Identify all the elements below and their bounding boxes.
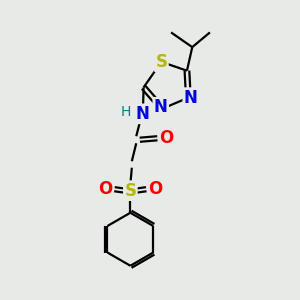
Text: O: O — [159, 129, 173, 147]
Text: H: H — [120, 105, 130, 119]
Text: N: N — [184, 89, 198, 107]
Text: O: O — [148, 180, 163, 198]
Text: N: N — [135, 105, 149, 123]
Text: N: N — [154, 98, 168, 116]
Text: O: O — [98, 180, 112, 198]
Text: S: S — [124, 182, 136, 200]
Text: S: S — [155, 53, 167, 71]
